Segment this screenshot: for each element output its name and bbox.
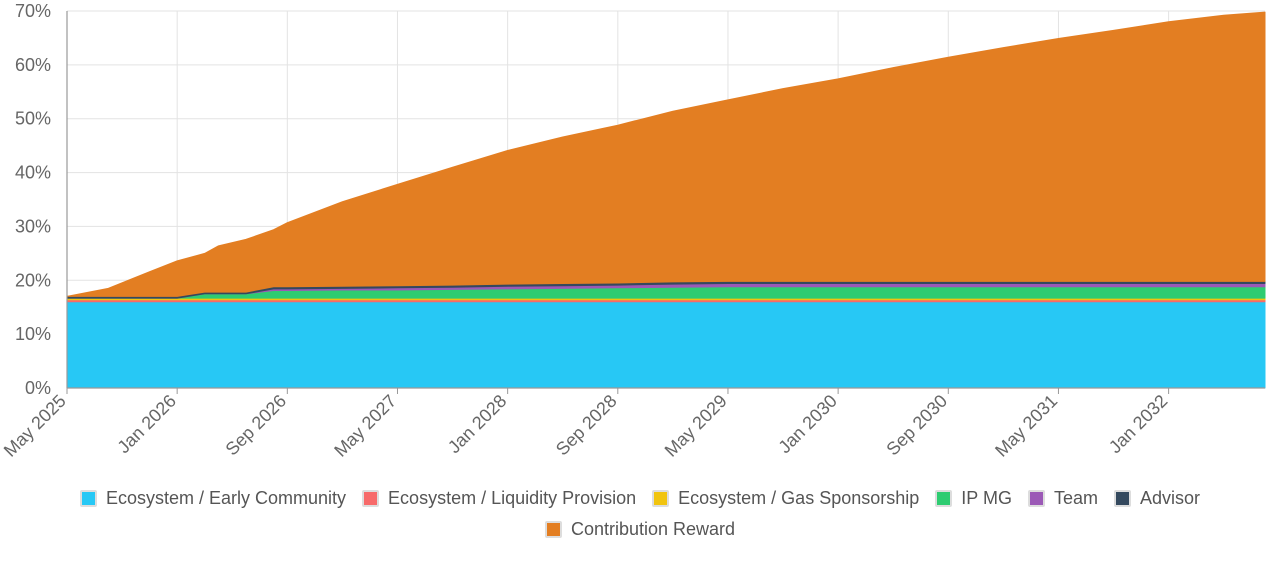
y-tick-label: 30% [15, 216, 51, 236]
legend-item-ecosystem-early-community[interactable]: Ecosystem / Early Community [79, 488, 347, 509]
x-tick-label: Jan 2026 [113, 391, 180, 458]
legend-label: Contribution Reward [570, 519, 736, 539]
legend-swatch [935, 490, 953, 507]
x-tick-label: May 2031 [991, 391, 1061, 461]
legend-item-ecosystem-gas-sponsorship[interactable]: Ecosystem / Gas Sponsorship [652, 488, 919, 509]
x-tick-label: Sep 2028 [552, 391, 621, 460]
legend-label: Advisor [1139, 488, 1200, 508]
y-tick-label: 10% [15, 324, 51, 344]
legend-label: Ecosystem / Liquidity Provision [388, 488, 637, 508]
x-tick-label: May 2027 [330, 391, 400, 461]
x-tick-label: Jan 2028 [444, 391, 511, 458]
x-tick-label: Jan 2032 [1105, 391, 1172, 458]
legend-swatch [79, 490, 97, 507]
y-tick-label: 20% [15, 270, 51, 290]
legend-item-contribution-reward[interactable]: Contribution Reward [544, 519, 736, 540]
y-tick-label: 70% [15, 1, 51, 21]
legend-swatch [652, 490, 670, 507]
legend-swatch [362, 490, 380, 507]
legend-label: IP MG [961, 488, 1012, 508]
legend-item-ip-mg[interactable]: IP MG [935, 488, 1012, 509]
legend-label: Ecosystem / Early Community [105, 488, 347, 508]
series-areas [66, 11, 1266, 389]
x-tick-label: Sep 2026 [222, 391, 291, 460]
x-tick-label: May 2025 [0, 391, 70, 461]
legend-swatch [1113, 490, 1131, 507]
legend-item-ecosystem-liquidity-provision[interactable]: Ecosystem / Liquidity Provision [362, 488, 636, 509]
legend: Ecosystem / Early Community Ecosystem / L… [0, 488, 1280, 540]
legend-item-advisor[interactable]: Advisor [1113, 488, 1200, 509]
legend-item-team[interactable]: Team [1027, 488, 1098, 509]
legend-label: Ecosystem / Gas Sponsorship [678, 488, 920, 508]
y-tick-label: 60% [15, 55, 51, 75]
area-ecosystem-early-community [66, 301, 1266, 389]
stacked-area-chart: 0% 10% 20% 30% 40% 50% 60% 70% May 2025 Jan 2026 S… [0, 1, 1266, 461]
area-contribution-reward [66, 11, 1266, 297]
legend-label: Team [1053, 488, 1098, 508]
legend-swatch [544, 521, 562, 538]
x-tick-label: Jan 2030 [774, 391, 841, 458]
legend-swatch [1027, 490, 1045, 507]
y-tick-label: 0% [25, 378, 51, 398]
x-tick-label: May 2029 [661, 391, 731, 461]
y-tick-label: 40% [15, 163, 51, 183]
x-tick-label: Sep 2030 [882, 391, 951, 460]
y-tick-label: 50% [15, 109, 51, 129]
